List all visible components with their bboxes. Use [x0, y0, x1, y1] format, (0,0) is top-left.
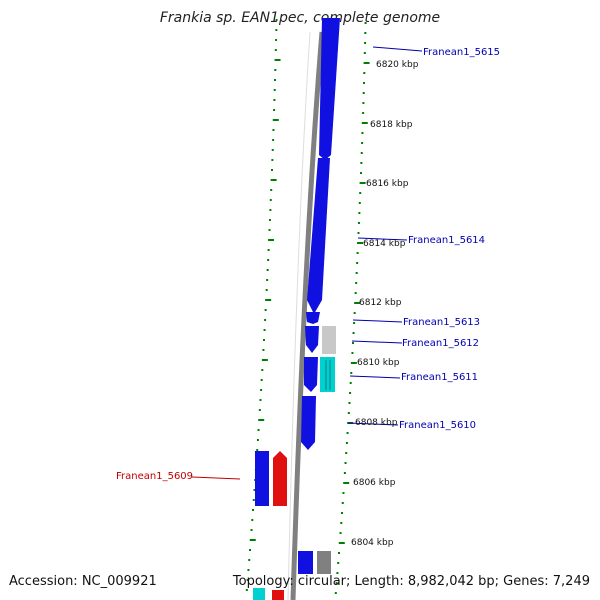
outer-ring-left — [245, 19, 281, 591]
gene-label[interactable]: Franean1_5614 — [408, 235, 485, 246]
tick-label: 6808 kbp — [355, 418, 398, 428]
gene-bottom-blue-shape — [298, 551, 313, 574]
gene-label[interactable]: Franean1_5613 — [403, 317, 480, 328]
gene-bottom-gray-shape — [317, 551, 331, 574]
genome-backbone — [290, 31, 325, 600]
label-leaders — [191, 46, 423, 480]
gene-label[interactable]: Franean1_5612 — [402, 338, 479, 349]
outer-ring-right — [334, 22, 370, 594]
gene-bottom-cyan-shape — [253, 588, 284, 600]
gene-label[interactable]: Franean1_5615 — [423, 47, 500, 58]
gene-franean1-5609-blue-shape — [255, 451, 269, 506]
map-title: Frankia sp. EAN1pec, complete genome — [159, 10, 441, 26]
tick-label: 6812 kbp — [359, 298, 402, 308]
gene-franean1-5614-shape — [307, 158, 330, 314]
gene-franean1-5613b-shape — [304, 357, 318, 392]
accession-text: Accession: NC_009921 — [9, 574, 157, 589]
gene-franean1-5613-shape — [305, 326, 319, 353]
tick-label: 6804 kbp — [351, 538, 394, 548]
gene-franean1-5615-shape — [319, 18, 340, 160]
gene-label[interactable]: Franean1_5610 — [399, 420, 476, 431]
tick-label: 6816 kbp — [366, 179, 409, 189]
tick-label: 6806 kbp — [353, 478, 396, 488]
gene-franean1-5612-shape — [322, 326, 336, 354]
gene-franean1-5610-shape — [301, 396, 316, 450]
gene-franean1-5609-shape — [273, 451, 287, 506]
tick-label: 6810 kbp — [357, 358, 400, 368]
gene-franean1-5611-shape — [320, 357, 335, 392]
gene-label[interactable]: Franean1_5609 — [116, 471, 193, 482]
tick-label: 6814 kbp — [363, 239, 406, 249]
gene-franean1-5613a-shape — [306, 312, 320, 324]
genome-summary: Topology: circular; Length: 8,982,042 bp… — [232, 574, 590, 589]
tick-label: 6818 kbp — [370, 120, 413, 130]
tick-label: 6820 kbp — [376, 60, 419, 70]
gene-label[interactable]: Franean1_5611 — [401, 372, 478, 383]
